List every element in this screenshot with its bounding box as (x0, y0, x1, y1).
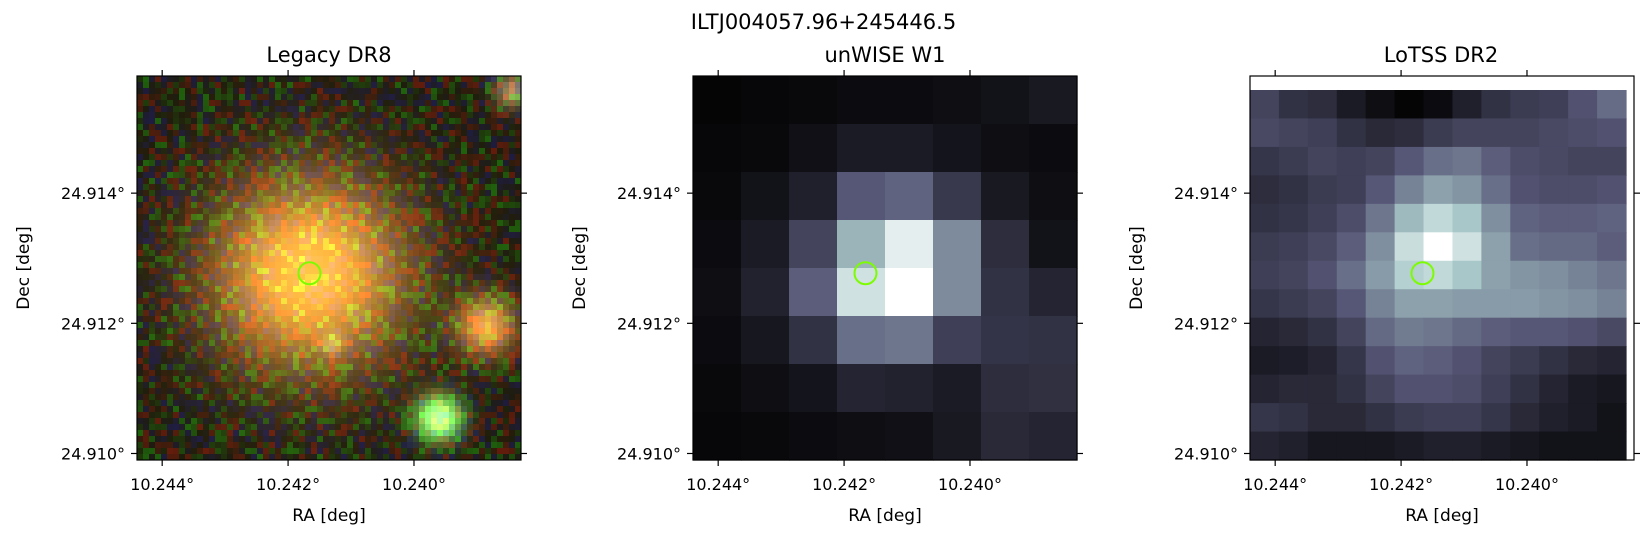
panel-title: Legacy DR8 (266, 43, 392, 67)
panel-title: LoTSS DR2 (1383, 43, 1499, 67)
panel-title: unWISE W1 (824, 43, 946, 67)
figure-title: ILTJ004057.96+245446.5 (690, 10, 957, 34)
